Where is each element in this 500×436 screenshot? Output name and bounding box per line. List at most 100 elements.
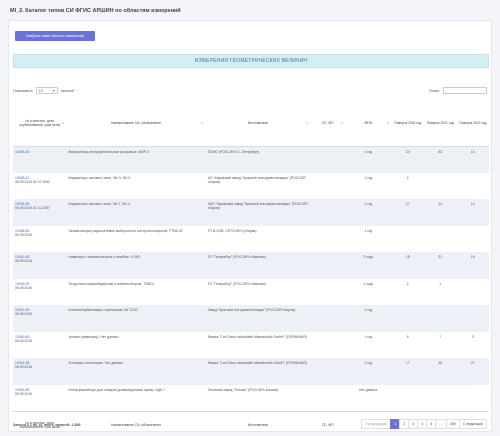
cell-si	[310, 332, 345, 359]
col-header-number[interactable]: № в реестре, дата опубликования, срок св…	[13, 101, 67, 147]
entries-select-value: 10	[38, 88, 43, 93]
cell-2022: 12	[456, 199, 489, 226]
table-row: 10038-85 06.09.2016 Экзаменаторы радиосете…	[13, 226, 489, 253]
cell-si	[310, 385, 345, 412]
cell-number: 10047-85 06.09.2016	[13, 305, 67, 332]
cell-2020: 2	[406, 175, 409, 180]
cell-2022: 14	[456, 146, 489, 173]
cell-si	[310, 173, 345, 200]
sort-icon: ⇅	[305, 121, 309, 126]
registry-date: 06.09.2016 01.07.2062	[15, 179, 50, 184]
cell-maker: Фирма "Carl Zeiss Industrielle Messtechn…	[207, 334, 307, 339]
sort-icon: ⇅	[419, 121, 422, 126]
cell-mpi: 1 год	[345, 305, 392, 332]
search-control: Поиск:	[429, 87, 487, 94]
registry-number-link[interactable]: 10051-85	[15, 361, 30, 365]
measurement-area-banner: ИЗМЕРЕНИЯ ГЕОМЕТРИЧЕСКИХ ВЕЛИЧИН	[13, 54, 489, 68]
cell-maker: ГО "Геоприбор" (РОССИЯ г.Иваново)	[205, 252, 311, 279]
registry-number-link[interactable]: 10050-85	[15, 334, 30, 339]
catalog-card: Выбрать иную область измерений ИЗМЕРЕНИЯ…	[8, 20, 492, 436]
cell-number: 10052-85 06.09.2016	[13, 385, 66, 412]
cell-2021: 1	[439, 281, 442, 286]
cell-si	[310, 252, 346, 279]
search-label: Поиск:	[429, 88, 440, 93]
cell-2020: 24	[391, 146, 424, 173]
registry-date: 06.09.2016	[15, 232, 32, 237]
sort-icon: ⇅	[451, 121, 455, 126]
cell-mpi: 2 года	[345, 252, 392, 279]
cell-2022	[456, 305, 489, 332]
pagination-prev[interactable]: Предыдущая	[361, 419, 392, 429]
table-row: 10056-85 Микрометры инструментальные рыча…	[13, 146, 489, 173]
cell-2021: 7	[439, 334, 442, 339]
cell-maker: ЛОМО (РОССИЯ г.С.-Петербург)	[205, 146, 311, 173]
cell-number: 10036-81 06.09.2016 01.07.2062	[13, 173, 66, 200]
cell-mpi: 2 года	[363, 281, 374, 286]
cell-name: Микрометры инструментальные рычажные, МИ…	[66, 146, 206, 173]
registry-date: 06.09.2016 01.11.2087	[15, 206, 50, 211]
cell-name: Экзаменаторы радиосетевые выборочного ко…	[68, 228, 183, 233]
cell-2020: 27	[391, 199, 424, 226]
col-header-maker[interactable]: Изготовитель ⇅	[205, 101, 311, 147]
registry-number-link[interactable]: 10056-85	[15, 149, 30, 154]
entries-suffix-label: записей	[60, 88, 75, 93]
entries-show-label: Показывать	[13, 88, 33, 93]
cell-si	[310, 199, 346, 226]
catalog-table: № в реестре, дата опубликования, срок св…	[13, 101, 489, 436]
registry-number-link[interactable]: 10038-85	[15, 228, 30, 233]
cell-2020	[391, 305, 424, 332]
entries-select[interactable]: 10 ▾	[35, 87, 58, 94]
registry-number-link[interactable]: 10036-85	[15, 202, 30, 206]
cell-si	[310, 146, 346, 173]
cell-2022	[456, 385, 489, 412]
table-row: 10052-85 06.09.2016 Интерферометры для пов…	[13, 385, 489, 412]
col-header-si[interactable]: СП, МП ⇅	[310, 101, 346, 147]
col-header-2020[interactable]: Поверок 2020 год ⇅	[391, 101, 424, 147]
pagination-page[interactable]: 289	[445, 419, 460, 429]
page-title: MI_2. Каталог типов СИ ФГИС АРШИН по обл…	[10, 8, 181, 14]
registry-date: 06.09.2016	[15, 391, 32, 396]
search-input[interactable]	[443, 87, 487, 94]
cell-number: 10036-85 06.09.2016 01.11.2087	[13, 199, 67, 226]
sort-asc-icon: ▲	[61, 121, 65, 126]
cell-2021	[424, 385, 457, 412]
cell-2022	[456, 279, 489, 306]
col-header-2021[interactable]: Поверок 2021 год ⇅	[423, 101, 457, 147]
registry-number-link[interactable]: 10052-85	[15, 387, 30, 392]
cell-2020: 17	[391, 358, 424, 385]
cell-number: 10043-85 06.09.2016	[13, 252, 67, 279]
registry-number-link[interactable]: 10045-85	[15, 281, 30, 286]
cell-2020: 18	[391, 252, 424, 279]
registry-number-link[interactable]: 10043-85	[15, 255, 30, 259]
foot-header-name: Наименование СИ, обозначение	[66, 410, 206, 436]
foot-header-number: № в реестре, дата опубликования, срок св…	[13, 410, 67, 436]
pagination-next[interactable]: Следующая	[458, 419, 487, 429]
cell-2020: 5	[406, 334, 409, 339]
registry-date: 06.09.2016	[15, 312, 32, 317]
cell-maker: Опытный завод "Оптика" (РОССИЯ г.Казань)	[207, 387, 279, 392]
cell-2022: 3	[471, 334, 474, 339]
cell-name: Штангенглубиномеры стрелочные, ШГ-0232	[66, 305, 206, 332]
cell-maker: Завод "Красный инструментальщик" (РОССИЯ…	[205, 305, 311, 332]
cell-name: Индикаторы часового типа, ЧИ-Л, ЗИ-Ч	[68, 175, 131, 180]
registry-number-link[interactable]: 10036-81	[15, 175, 30, 180]
registry-number-link[interactable]: 10047-85	[15, 308, 30, 312]
cell-2021: 36	[423, 358, 457, 385]
select-area-button[interactable]: Выбрать иную область измерений	[15, 31, 95, 41]
registry-date: 06.09.2016	[15, 259, 32, 264]
col-header-2022[interactable]: Поверок 2022 год ⇅	[456, 101, 489, 147]
pagination: Предыдущая 1 2 3 4 5 … 289 Следующая	[361, 419, 487, 429]
cell-si	[310, 358, 346, 385]
col-header-name[interactable]: Наименование СИ, обозначение ⇅	[66, 101, 206, 147]
table-row: 10043-85 06.09.2016 Нивелиры с компенсатор…	[13, 252, 489, 279]
cell-mpi: Нет данных	[359, 387, 378, 392]
col-header-mpi[interactable]: МПИ ⇅	[345, 101, 392, 147]
registry-date: 06.09.2016	[15, 365, 32, 370]
table-row: 10047-85 06.09.2016 Штангенглубиномеры стр…	[13, 305, 489, 332]
foot-header-maker: Изготовитель	[205, 410, 311, 436]
cell-si	[310, 305, 346, 332]
cell-2021: 53	[423, 146, 457, 173]
sort-icon: ⇅	[340, 121, 344, 126]
records-info: Записи с 1 по 10, всего записей: 2,889	[13, 423, 81, 427]
cell-number: 10056-85	[13, 146, 67, 173]
